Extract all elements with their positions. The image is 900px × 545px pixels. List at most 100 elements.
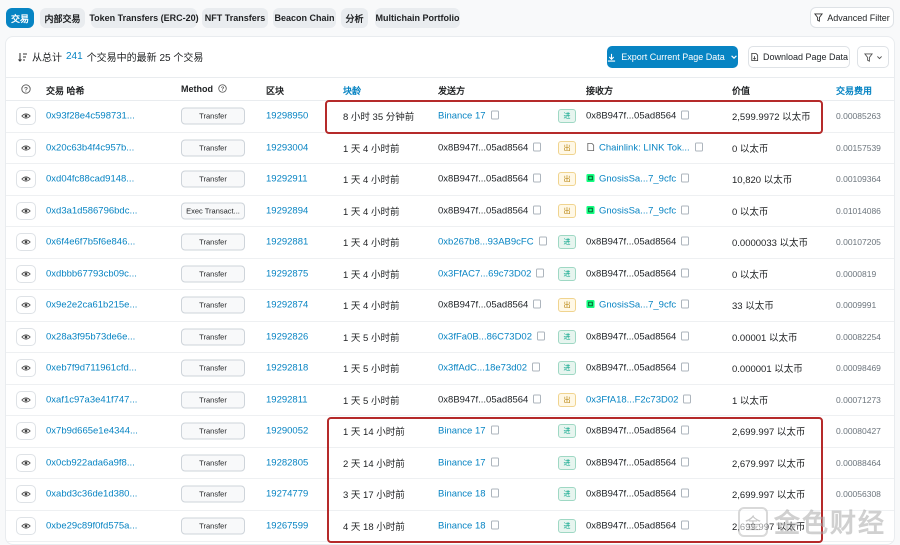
copy-icon[interactable] (533, 142, 542, 152)
copy-icon[interactable] (490, 110, 499, 120)
tab-token-transfers[interactable]: Token Transfers (ERC-20) (89, 8, 199, 28)
from-address-text[interactable]: 0x3FfAC7...69c73D02 (438, 268, 532, 280)
copy-icon[interactable] (490, 457, 499, 467)
copy-icon[interactable] (533, 394, 542, 404)
block-link[interactable]: 19267599 (266, 520, 309, 532)
export-current-page-button[interactable]: Export Current Page Data (607, 46, 738, 68)
block-link[interactable]: 19290052 (266, 425, 309, 437)
header-age[interactable]: 块龄 (343, 86, 362, 96)
copy-icon[interactable] (681, 299, 690, 309)
tx-hash-link[interactable]: 0x20c63b4f4c957b... (46, 142, 135, 154)
copy-icon[interactable] (694, 142, 703, 152)
tx-hash-link[interactable]: 0xeb7f9d711961cfd... (46, 362, 137, 374)
block-link[interactable]: 19292881 (266, 236, 309, 248)
from-address-text[interactable]: 0x3ffAdC...18e73d02 (438, 362, 528, 374)
to-address[interactable]: GnosisSa...7_9cfc (586, 173, 690, 185)
from-address-text[interactable]: Binance 18 (438, 488, 486, 500)
from-address[interactable]: Binance 17 (438, 457, 499, 468)
block-link[interactable]: 19292811 (266, 394, 308, 406)
to-address[interactable]: 0x3FfA18...F2c73D02 (586, 394, 692, 406)
from-address-text[interactable]: Binance 17 (438, 425, 486, 437)
view-details-button[interactable] (16, 138, 36, 157)
copy-icon[interactable] (681, 488, 690, 498)
tab-multichain-portfolio[interactable]: Multichain Portfolio (375, 8, 460, 28)
download-page-data-button[interactable]: Download Page Data (748, 46, 850, 68)
view-details-button[interactable] (16, 390, 36, 409)
header-tx-fee[interactable]: 交易费用 (836, 86, 873, 96)
table-filter-button[interactable] (857, 46, 889, 68)
view-details-button[interactable] (16, 327, 36, 346)
from-address[interactable]: Binance 18 (438, 488, 499, 500)
block-link[interactable]: 19292826 (266, 331, 309, 343)
tab-beacon-chain[interactable]: Beacon Chain (273, 8, 336, 28)
block-link[interactable]: 19292818 (266, 362, 309, 374)
copy-icon[interactable] (538, 236, 547, 246)
copy-icon[interactable] (532, 362, 541, 372)
copy-icon[interactable] (681, 331, 690, 341)
from-address-text[interactable]: 0xb267b8...93AB9cFC (438, 236, 534, 248)
view-details-button[interactable] (16, 422, 36, 441)
copy-icon[interactable] (681, 236, 690, 246)
to-address[interactable]: Chainlink: LINK Tok... (586, 142, 703, 153)
from-address[interactable]: Binance 17 (438, 425, 499, 437)
from-address-text[interactable]: Binance 17 (438, 110, 486, 122)
copy-icon[interactable] (536, 268, 545, 278)
tab-analytics[interactable]: 分析 (341, 8, 368, 28)
view-details-button[interactable] (16, 359, 36, 378)
to-address-text[interactable]: GnosisSa...7_9cfc (599, 299, 677, 311)
view-details-button[interactable] (16, 233, 36, 252)
copy-icon[interactable] (681, 457, 690, 467)
from-address-text[interactable]: Binance 18 (438, 520, 486, 532)
copy-icon[interactable] (681, 425, 690, 435)
copy-icon[interactable] (681, 205, 690, 215)
to-address[interactable]: GnosisSa...7_9cfc (586, 205, 690, 217)
tx-hash-link[interactable]: 0xd04fc88cad9148... (46, 173, 135, 185)
copy-icon[interactable] (533, 299, 542, 309)
to-address-text[interactable]: GnosisSa...7_9cfc (599, 173, 677, 185)
tx-hash-link[interactable]: 0x7b9d665e1e4344... (46, 425, 138, 437)
copy-icon[interactable] (537, 331, 546, 341)
view-details-button[interactable] (16, 107, 36, 126)
tab-internal-transactions[interactable]: 内部交易 (40, 8, 85, 28)
block-link[interactable]: 19292875 (266, 268, 309, 280)
from-address[interactable]: Binance 18 (438, 520, 499, 531)
block-link[interactable]: 19292874 (266, 299, 309, 311)
tx-hash-link[interactable]: 0x6f4e6f7b5f6e846... (46, 236, 136, 248)
tab-transactions[interactable]: 交易 (6, 8, 34, 28)
tx-hash-link[interactable]: 0x9e2e2ca61b215e... (46, 299, 138, 311)
view-details-button[interactable] (16, 170, 36, 189)
from-address[interactable]: 0x3fFa0B...86C73D02 (438, 331, 546, 342)
block-link[interactable]: 19292911 (266, 173, 308, 185)
from-address[interactable]: Binance 17 (438, 110, 499, 122)
copy-icon[interactable] (681, 173, 690, 183)
tx-hash-link[interactable]: 0xdbbb67793cb09c... (46, 268, 137, 280)
copy-icon[interactable] (681, 110, 690, 120)
block-link[interactable]: 19274779 (266, 488, 309, 500)
copy-icon[interactable] (490, 488, 499, 498)
from-address[interactable]: 0xb267b8...93AB9cFC (438, 236, 547, 248)
tx-hash-link[interactable]: 0xd3a1d586796bdc... (46, 205, 138, 217)
view-details-button[interactable] (16, 264, 36, 283)
to-address[interactable]: GnosisSa...7_9cfc (586, 299, 690, 311)
tx-hash-link[interactable]: 0x93f28e4c598731... (46, 110, 135, 122)
block-link[interactable]: 19293004 (266, 142, 309, 154)
view-details-button[interactable] (16, 201, 36, 220)
from-address[interactable]: 0x3ffAdC...18e73d02 (438, 362, 541, 374)
block-link[interactable]: 19298950 (266, 110, 309, 122)
copy-icon[interactable] (681, 268, 690, 278)
copy-icon[interactable] (681, 520, 690, 530)
to-address-text[interactable]: 0x3FfA18...F2c73D02 (586, 394, 679, 406)
from-address-text[interactable]: Binance 17 (438, 457, 486, 469)
summary-count[interactable]: 241 (66, 51, 83, 62)
copy-icon[interactable] (490, 425, 499, 435)
tab-nft-transfers[interactable]: NFT Transfers (202, 8, 268, 28)
to-address-text[interactable]: GnosisSa...7_9cfc (599, 205, 677, 217)
tx-hash-link[interactable]: 0x28a3f95b73de6e... (46, 331, 136, 343)
tx-hash-link[interactable]: 0xaf1c97a3e41f747... (46, 394, 138, 406)
copy-icon[interactable] (533, 173, 542, 183)
copy-icon[interactable] (490, 520, 499, 530)
block-link[interactable]: 19282805 (266, 457, 309, 469)
tx-hash-link[interactable]: 0xabd3c36de1d380... (46, 488, 138, 500)
view-details-button[interactable] (16, 296, 36, 315)
block-link[interactable]: 19292894 (266, 205, 309, 217)
